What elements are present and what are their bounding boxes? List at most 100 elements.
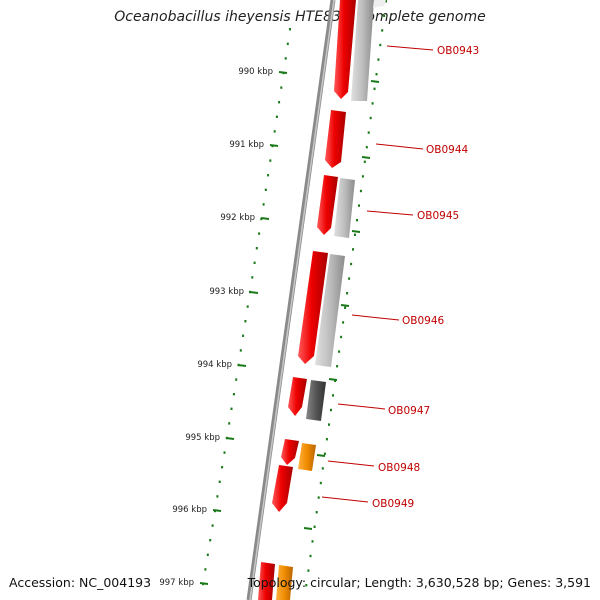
gene-features [258, 0, 386, 600]
outer-tick-mark [303, 527, 313, 530]
minor-tick [255, 247, 258, 250]
minor-tick [271, 144, 274, 148]
gene-label-leader [327, 460, 375, 467]
outer-minor-tick [375, 73, 378, 76]
minor-tick [267, 174, 270, 177]
outer-minor-tick [383, 14, 386, 17]
map-title: Oceanobacillus iheyensis HTE831, complet… [114, 9, 486, 25]
minor-tick [232, 393, 235, 396]
outer-tick-mark [351, 230, 361, 233]
cds-arrow[interactable] [281, 439, 299, 465]
gene-label[interactable]: OB0948 [378, 462, 420, 474]
tick-mark [269, 144, 279, 147]
minor-tick [225, 436, 228, 440]
outer-minor-tick [356, 219, 358, 222]
minor-tick [239, 349, 242, 352]
ruler-ticks: 990 kbp 991 kbp 992 kbp 993 kbp 994 kbp 995 k… [159, 67, 288, 588]
outer-minor-tick [346, 292, 349, 295]
outer-minor-tick [352, 248, 354, 251]
outer-minor-tick [336, 365, 339, 368]
cds-arrow[interactable] [334, 0, 356, 99]
cog-bar[interactable] [276, 565, 293, 600]
outer-minor-tick [325, 438, 328, 441]
minor-tick [202, 582, 204, 586]
tick-label: 997 kbp [159, 578, 194, 588]
gene-label-leader [375, 143, 424, 150]
minor-tick [218, 480, 221, 483]
outer-minor-tick [319, 481, 322, 485]
gene-label[interactable]: OB0943 [437, 45, 479, 57]
tick-mark [249, 291, 259, 294]
gene-label[interactable]: OB0944 [426, 144, 469, 156]
cds-arrow[interactable] [272, 465, 293, 512]
outer-minor-tick [359, 189, 362, 193]
cog-bar [373, 0, 386, 8]
outer-tick-mark [340, 304, 350, 307]
outer-minor-tick [379, 43, 382, 47]
cog-bar[interactable] [351, 0, 374, 101]
gene-label-leader [366, 210, 414, 216]
outer-minor-tick [367, 131, 370, 134]
outer-minor-tick [305, 584, 308, 587]
gene-label-leader [337, 403, 386, 410]
outer-minor-tick [363, 160, 366, 163]
outer-minor-tick [344, 306, 347, 309]
gene-label-leader [321, 496, 369, 503]
genome-backbone [246, 0, 336, 600]
minor-tick [204, 568, 207, 571]
outer-minor-tick [315, 511, 318, 514]
outer-minor-tick [350, 262, 353, 266]
minor-tick [262, 203, 265, 206]
minor-tick [278, 101, 281, 104]
outer-minor-tick [361, 175, 364, 178]
cog-bar[interactable] [334, 178, 355, 238]
outer-minor-tick [328, 423, 330, 426]
cds-arrow[interactable] [325, 110, 346, 168]
gene-label[interactable]: OB0946 [402, 315, 445, 327]
accession-text: Accession: NC_004193 [9, 575, 152, 590]
tick-label: 993 kbp [209, 287, 244, 297]
outer-minor-tick [332, 394, 334, 397]
minor-tick [273, 130, 276, 133]
minor-tick [230, 407, 233, 410]
outer-minor-tick [338, 350, 341, 353]
cds-arrow[interactable] [258, 562, 275, 600]
outer-minor-tick [313, 525, 316, 528]
cog-bar[interactable] [306, 380, 326, 421]
minor-tick [284, 57, 287, 60]
minor-tick [289, 28, 291, 31]
cog-bar[interactable] [315, 254, 345, 367]
minor-tick [264, 188, 267, 191]
minor-tick [253, 261, 256, 264]
minor-tick [269, 159, 272, 162]
cog-bar[interactable] [298, 443, 316, 471]
minor-tick [244, 320, 247, 323]
minor-tick [258, 232, 261, 235]
outer-minor-tick [317, 496, 320, 499]
gene-label[interactable]: OB0949 [372, 498, 414, 510]
cds-arrow[interactable] [317, 175, 338, 235]
minor-tick [282, 71, 285, 75]
minor-tick [280, 86, 283, 89]
outer-minor-tick [334, 379, 337, 382]
gene-labels: OB0943 OB0944 OB0945 OB0946 OB0947 OB0948 OB09… [321, 45, 479, 510]
cds-arrow[interactable] [298, 251, 328, 364]
gene-label-leader [386, 45, 434, 51]
gene-label[interactable]: OB0945 [417, 210, 459, 222]
minor-tick [235, 378, 238, 381]
cds-arrow[interactable] [288, 377, 307, 416]
genome-backbone-highlight [249, 0, 335, 600]
tick-label: 991 kbp [229, 140, 264, 150]
gene-label-leader [351, 314, 400, 321]
outer-minor-tick [373, 87, 376, 90]
outer-minor-tick [330, 408, 332, 412]
minor-tick [209, 539, 212, 542]
outer-minor-tick [348, 277, 351, 280]
minor-tick [275, 115, 278, 118]
tick-mark [260, 217, 270, 220]
gene-label[interactable]: OB0947 [388, 405, 430, 417]
outer-tick-mark [361, 156, 371, 159]
minor-tick [221, 466, 224, 469]
minor-tick [223, 451, 226, 454]
